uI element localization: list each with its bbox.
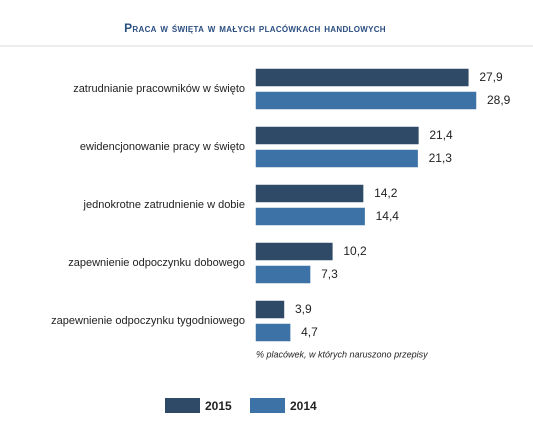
value-label: 28,9 <box>487 93 511 107</box>
value-label: 27,9 <box>479 70 503 84</box>
value-label: 21,3 <box>429 151 453 165</box>
legend-label: 2014 <box>290 399 317 413</box>
bar <box>254 264 312 285</box>
value-label: 7,3 <box>321 267 338 281</box>
value-label: 14,4 <box>376 209 400 223</box>
value-label: 10,2 <box>343 244 367 258</box>
category-label: zatrudnianie pracowników w święto <box>73 83 245 95</box>
bar <box>254 299 286 320</box>
legend-swatch <box>165 398 200 413</box>
value-label: 21,4 <box>429 128 453 142</box>
legend-swatch <box>250 398 285 413</box>
category-label: ewidencjonowanie pracy w święto <box>80 141 245 153</box>
category-label: jednokrotne zatrudnienie w dobie <box>83 199 245 211</box>
legend-label: 2015 <box>205 399 232 413</box>
bar <box>254 183 365 204</box>
category-label: zapewnienie odpoczynku dobowego <box>68 257 245 269</box>
chart-title: Praca w święta w małych placówkach handl… <box>124 21 386 35</box>
bar <box>254 90 478 111</box>
bar <box>254 125 421 146</box>
bar <box>254 322 292 343</box>
value-label: 14,2 <box>374 186 398 200</box>
value-label: 4,7 <box>301 325 318 339</box>
annotation: % placówek, w których naruszono przepisy <box>256 349 428 359</box>
category-label: zapewnienie odpoczynku tygodniowego <box>51 315 245 327</box>
bar <box>254 148 420 169</box>
value-label: 3,9 <box>295 302 312 316</box>
bar <box>254 67 471 88</box>
bar <box>254 241 335 262</box>
bar <box>254 206 367 227</box>
